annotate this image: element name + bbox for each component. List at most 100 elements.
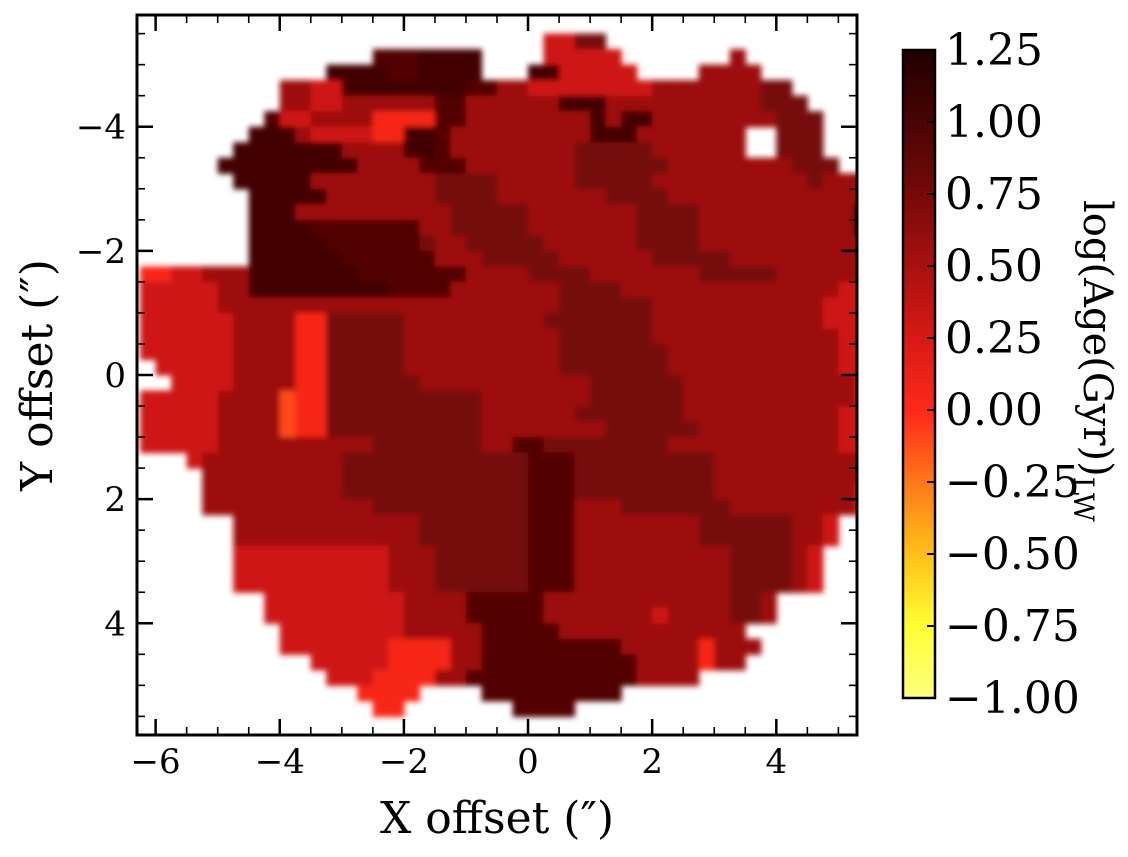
heatmap-cell bbox=[512, 545, 529, 562]
heatmap-cell bbox=[698, 281, 715, 299]
heatmap-cell bbox=[683, 297, 700, 314]
heatmap-cell bbox=[140, 328, 157, 345]
heatmap-cell bbox=[341, 328, 358, 345]
heatmap-cell bbox=[621, 157, 638, 174]
heatmap-cell bbox=[559, 250, 576, 267]
heatmap-cell bbox=[372, 266, 389, 283]
heatmap-cell bbox=[233, 142, 250, 159]
heatmap-cell bbox=[279, 95, 296, 112]
heatmap-cell bbox=[683, 452, 700, 469]
heatmap-cell bbox=[776, 204, 793, 221]
heatmap-cell bbox=[853, 343, 857, 361]
heatmap-cell bbox=[807, 343, 824, 361]
heatmap-cell bbox=[652, 406, 669, 423]
heatmap-cell bbox=[574, 576, 591, 593]
heatmap-cell bbox=[341, 142, 358, 159]
heatmap-cell bbox=[760, 250, 777, 267]
heatmap-cell bbox=[481, 219, 498, 236]
heatmap-cell bbox=[776, 157, 793, 174]
heatmap-cell bbox=[621, 654, 638, 671]
heatmap-cell bbox=[621, 638, 638, 655]
heatmap-cell bbox=[621, 235, 638, 252]
heatmap-cell bbox=[791, 126, 808, 143]
heatmap-cell bbox=[776, 281, 793, 299]
heatmap-cell bbox=[807, 375, 824, 392]
heatmap-cell bbox=[528, 359, 545, 376]
heatmap-cell bbox=[388, 297, 405, 314]
heatmap-cell bbox=[621, 483, 638, 500]
heatmap-cell bbox=[481, 80, 498, 97]
heatmap-cell bbox=[481, 483, 498, 500]
heatmap-cell bbox=[636, 545, 653, 562]
y-axis-title: Y offset (″) bbox=[12, 259, 63, 492]
heatmap-cell bbox=[497, 514, 514, 531]
heatmap-cell bbox=[512, 607, 529, 624]
heatmap-cell bbox=[621, 343, 638, 361]
heatmap-cell bbox=[295, 623, 312, 640]
heatmap-cell bbox=[605, 406, 622, 423]
heatmap-cell bbox=[186, 343, 203, 361]
heatmap-cell bbox=[248, 390, 265, 407]
heatmap-cell bbox=[605, 328, 622, 345]
heatmap-cell bbox=[807, 312, 824, 330]
heatmap-cell bbox=[869, 437, 885, 453]
heatmap-cell bbox=[419, 188, 436, 205]
heatmap-cell bbox=[419, 157, 436, 174]
heatmap-cell bbox=[729, 204, 746, 221]
heatmap-cell bbox=[714, 266, 731, 283]
x-tick-label: 0 bbox=[517, 742, 539, 782]
heatmap-cell bbox=[450, 421, 467, 438]
heatmap-cell bbox=[186, 406, 203, 423]
heatmap-cell bbox=[419, 312, 436, 330]
heatmap-cell bbox=[295, 250, 312, 267]
heatmap-cell bbox=[528, 592, 545, 609]
heatmap-cell bbox=[667, 514, 684, 531]
heatmap-cell bbox=[791, 219, 808, 236]
heatmap-cell bbox=[652, 638, 669, 655]
heatmap-cell bbox=[295, 375, 312, 392]
heatmap-cell bbox=[698, 375, 715, 392]
heatmap-cell bbox=[295, 235, 312, 252]
heatmap-cell bbox=[745, 592, 762, 609]
x-axis-ticks bbox=[154, 15, 840, 735]
heatmap-cell bbox=[807, 250, 824, 267]
heatmap-cell bbox=[497, 530, 514, 547]
heatmap-cell bbox=[667, 375, 684, 392]
heatmap-cell bbox=[326, 142, 343, 159]
heatmap-cell bbox=[745, 545, 762, 562]
heatmap-cell bbox=[434, 204, 452, 221]
heatmap-cell bbox=[853, 266, 857, 283]
heatmap-cell bbox=[853, 312, 857, 330]
heatmap-cell bbox=[528, 623, 545, 640]
heatmap-cell bbox=[667, 654, 684, 671]
heatmap-cell bbox=[543, 638, 560, 655]
heatmap-cell bbox=[791, 406, 808, 423]
heatmap-cell bbox=[233, 266, 250, 283]
heatmap-cell bbox=[869, 204, 885, 220]
heatmap-cell bbox=[434, 576, 452, 593]
heatmap-cell bbox=[264, 390, 281, 407]
heatmap-cell bbox=[652, 468, 669, 485]
colorbar-tick-label: −1.00 bbox=[945, 673, 1080, 724]
heatmap-cell bbox=[497, 173, 514, 190]
heatmap-cell bbox=[264, 126, 281, 143]
heatmap-cell bbox=[419, 80, 436, 97]
heatmap-cell bbox=[357, 685, 374, 702]
heatmap-cell bbox=[853, 375, 857, 392]
heatmap-cell bbox=[264, 359, 281, 376]
heatmap-cell bbox=[559, 343, 576, 361]
heatmap-cell bbox=[497, 235, 514, 252]
heatmap-cell bbox=[528, 188, 545, 205]
heatmap-cell bbox=[791, 530, 808, 547]
heatmap-cell bbox=[450, 250, 467, 267]
colorbar-tick-label: −0.25 bbox=[945, 457, 1080, 508]
heatmap-cell bbox=[140, 281, 157, 299]
heatmap-cell bbox=[233, 499, 250, 516]
heatmap-cell bbox=[698, 638, 715, 655]
heatmap-cell bbox=[295, 297, 312, 314]
heatmap-cell bbox=[621, 126, 638, 143]
heatmap-cell bbox=[776, 545, 793, 562]
heatmap-cell bbox=[465, 359, 483, 376]
heatmap-cell bbox=[621, 452, 638, 469]
heatmap-cell bbox=[776, 514, 793, 531]
